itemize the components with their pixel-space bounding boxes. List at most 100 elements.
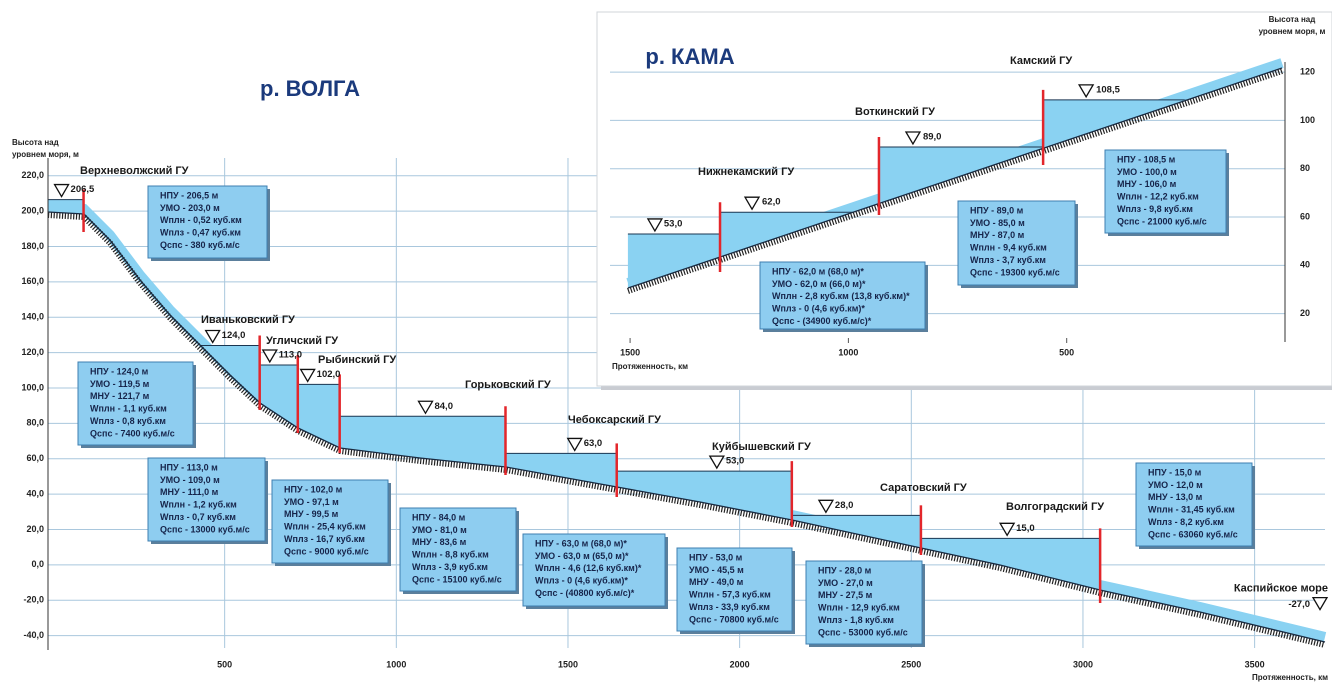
info-line: НПУ - 28,0 м (818, 565, 872, 575)
level-label: 53,0 (664, 218, 683, 229)
info-line: Wплн - 57,3 куб.км (689, 590, 771, 600)
level-marker (1077, 84, 1095, 99)
info-line: Qспс - 380 куб.м/с (160, 240, 240, 250)
level-label: 206,5 (71, 184, 95, 195)
info-line: Wплз - 3,7 куб.км (970, 255, 1046, 265)
info-line: МНУ - 121,7 м (90, 391, 150, 401)
y-tick-label: 100,0 (21, 382, 44, 392)
dam-name: Камский ГУ (1010, 55, 1072, 67)
info-line: УМО - 62,0 м (66,0 м)* (772, 279, 866, 289)
info-line: Wплн - 1,1 куб.км (90, 404, 167, 414)
volga-title: р. ВОЛГА (260, 76, 360, 101)
info-line: Wплз - 8,2 куб.км (1148, 517, 1224, 527)
info-line: УМО - 109,0 м (160, 475, 220, 485)
info-line: НПУ - 63,0 м (68,0 м)* (535, 538, 627, 548)
info-line: Wплз - 0,7 куб.км (160, 512, 236, 522)
y-tick-label: 40,0 (26, 488, 44, 498)
info-box (1135, 462, 1253, 547)
info-box (957, 200, 1076, 286)
sea-name: Каспийское море (1234, 583, 1328, 595)
y-tick-label: 220,0 (21, 170, 44, 180)
info-line: НПУ - 108,5 м (1117, 154, 1176, 164)
info-line: Wплн - 25,4 куб.км (284, 522, 366, 532)
info-box (805, 560, 923, 645)
info-line: НПУ - 206,5 м (160, 190, 219, 200)
dam-name: Куйбышевский ГУ (712, 441, 811, 453)
y-tick-label: 0,0 (31, 559, 44, 569)
info-line: НПУ - 62,0 м (68,0 м)* (772, 266, 864, 276)
level-marker (646, 218, 664, 233)
level-marker (1311, 596, 1329, 611)
info-line: Wплн - 9,4 куб.км (970, 243, 1047, 253)
y-tick-label: 60 (1300, 211, 1310, 221)
info-box (271, 479, 389, 564)
info-line: Wплн - 4,6 (12,6 куб.км)* (535, 563, 642, 573)
info-line: МНУ - 87,0 м (970, 230, 1025, 240)
y-axis-label: уровнем моря, м (12, 150, 79, 159)
info-line: Wплз - 16,7 куб.км (284, 534, 365, 544)
x-tick-label: 1000 (838, 347, 858, 357)
info-line: Qспс - (34900 куб.м/с)* (772, 316, 872, 326)
level-label: 89,0 (923, 131, 942, 142)
info-line: Wплз - 0 (4,6 куб.км)* (772, 304, 865, 314)
info-line: Wплз - 0 (4,6 куб.км)* (535, 576, 628, 586)
level-label: 53,0 (726, 456, 745, 467)
info-line: Qспс - 21000 куб.м/с (1117, 216, 1207, 226)
y-tick-label: 20 (1300, 308, 1310, 318)
info-line: УМО - 85,0 м (970, 218, 1025, 228)
level-label: 62,0 (762, 197, 781, 208)
x-tick-label: 3000 (1073, 659, 1093, 669)
level-label: 15,0 (1016, 523, 1035, 534)
info-line: Qспс - 15100 куб.м/с (412, 574, 502, 584)
info-box (399, 507, 517, 592)
info-line: Qспс - 53000 куб.м/с (818, 627, 908, 637)
x-tick-label: 1500 (558, 659, 578, 669)
info-box (676, 547, 793, 632)
info-line: Wплз - 33,9 куб.км (689, 602, 770, 612)
kama-title: р. КАМА (645, 44, 734, 69)
level-marker (566, 437, 583, 452)
kama-bed-hatch (627, 68, 1283, 294)
y-axis-label: уровнем моря, м (1259, 27, 1326, 36)
info-line: Qспс - 9000 куб.м/с (284, 546, 369, 556)
info-line: МНУ - 13,0 м (1148, 492, 1203, 502)
info-line: УМО - 27,0 м (818, 578, 873, 588)
y-tick-label: 20,0 (26, 524, 44, 534)
info-box (1104, 149, 1227, 234)
dam-name: Рыбинский ГУ (318, 354, 396, 366)
info-line: УМО - 12,0 м (1148, 480, 1203, 490)
x-tick-label: 1000 (386, 659, 406, 669)
kama-labels: р. КАМА Высота над уровнем моря, м Протя… (612, 15, 1326, 371)
level-label: 102,0 (317, 369, 341, 380)
x-tick-label: 500 (217, 659, 232, 669)
info-line: МНУ - 49,0 м (689, 577, 744, 587)
info-line: МНУ - 111,0 м (160, 487, 219, 497)
y-tick-label: 180,0 (21, 241, 44, 251)
info-line: НПУ - 15,0 м (1148, 467, 1202, 477)
info-line: УМО - 81,0 м (412, 525, 467, 535)
level-label: 113,0 (279, 349, 302, 360)
y-tick-label: 160,0 (21, 276, 44, 286)
dam-name: Горьковский ГУ (465, 379, 551, 391)
level-marker (417, 400, 434, 415)
info-line: НПУ - 124,0 м (90, 366, 149, 376)
info-line: НПУ - 102,0 м (284, 484, 343, 494)
info-line: УМО - 45,5 м (689, 565, 744, 575)
info-line: Wплн - 0,52 куб.км (160, 215, 242, 225)
level-marker (53, 183, 70, 198)
level-label: 84,0 (434, 401, 453, 412)
info-line: МНУ - 106,0 м (1117, 179, 1177, 189)
x-tick-label: 3500 (1245, 659, 1265, 669)
info-line: НПУ - 113,0 м (160, 462, 218, 472)
info-line: Wплз - 3,9 куб.км (412, 562, 488, 572)
info-line: Qспс - 19300 куб.м/с (970, 267, 1060, 277)
x-tick-label: 2500 (901, 659, 921, 669)
y-tick-label: 100 (1300, 115, 1315, 125)
dam-name: Угличский ГУ (266, 335, 338, 347)
info-box (522, 533, 666, 607)
volga-bed (47, 211, 1326, 643)
info-line: НПУ - 84,0 м (412, 512, 466, 522)
info-box (77, 361, 194, 446)
dam-name: Воткинский ГУ (855, 106, 935, 118)
